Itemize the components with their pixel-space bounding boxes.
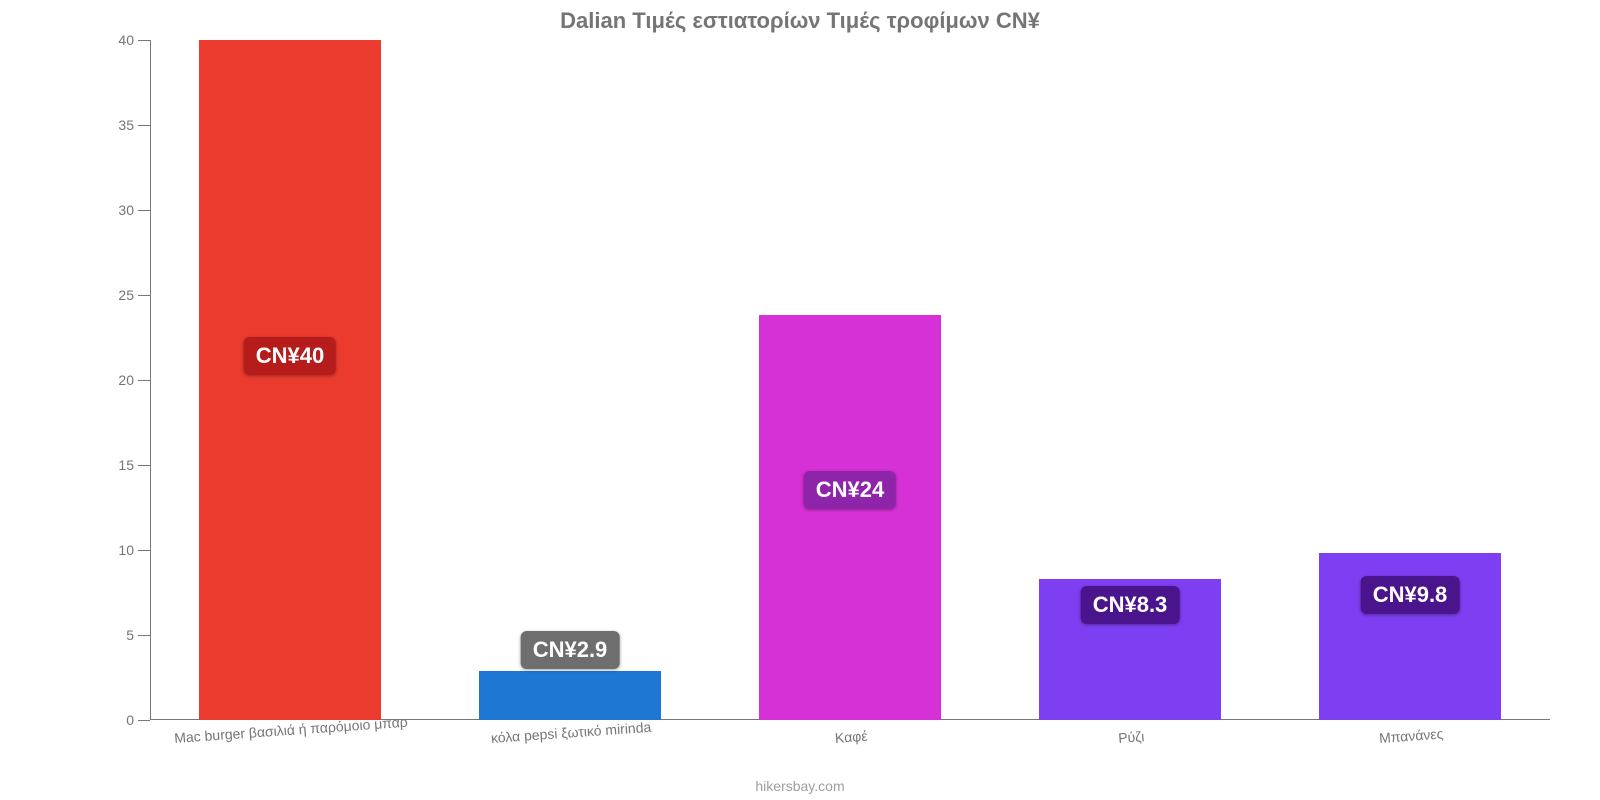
y-tick <box>138 380 150 381</box>
y-tick-label: 20 <box>118 372 134 388</box>
y-tick <box>138 125 150 126</box>
value-badge: CN¥8.3 <box>1081 586 1180 624</box>
bar-group: CN¥2.9κόλα pepsi ξωτικό mirinda <box>479 40 661 720</box>
y-tick-label: 40 <box>118 32 134 48</box>
bar-group: CN¥40Mac burger βασιλιά ή παρόμοιο μπαρ <box>199 40 381 720</box>
y-tick-label: 30 <box>118 202 134 218</box>
bar-group: CN¥24Καφέ <box>759 40 941 720</box>
y-tick-label: 35 <box>118 117 134 133</box>
y-tick <box>138 550 150 551</box>
bar-group: CN¥9.8Μπανάνες <box>1319 40 1501 720</box>
x-tick-label: Μπανάνες <box>1378 716 1444 746</box>
x-tick-label: Καφέ <box>834 718 868 746</box>
plot-area: 0510152025303540CN¥40Mac burger βασιλιά … <box>150 40 1550 720</box>
bar <box>759 315 941 720</box>
y-tick <box>138 635 150 636</box>
y-tick-label: 15 <box>118 457 134 473</box>
bar <box>199 40 381 720</box>
y-tick <box>138 465 150 466</box>
y-tick <box>138 210 150 211</box>
y-axis <box>150 40 151 720</box>
y-tick-label: 25 <box>118 287 134 303</box>
y-tick-label: 5 <box>126 627 134 643</box>
y-tick <box>138 720 150 721</box>
chart-container: Dalian Τιμές εστιατορίων Τιμές τροφίμων … <box>0 0 1600 800</box>
value-badge: CN¥40 <box>244 337 336 375</box>
y-tick-label: 0 <box>126 712 134 728</box>
y-tick <box>138 295 150 296</box>
x-tick-label: Ρύζι <box>1117 718 1145 746</box>
value-badge: CN¥9.8 <box>1361 576 1460 614</box>
y-tick <box>138 40 150 41</box>
value-badge: CN¥2.9 <box>521 631 620 669</box>
chart-title: Dalian Τιμές εστιατορίων Τιμές τροφίμων … <box>0 8 1600 34</box>
y-tick-label: 10 <box>118 542 134 558</box>
value-badge: CN¥24 <box>804 471 896 509</box>
bar-group: CN¥8.3Ρύζι <box>1039 40 1221 720</box>
credit-text: hikersbay.com <box>0 778 1600 794</box>
